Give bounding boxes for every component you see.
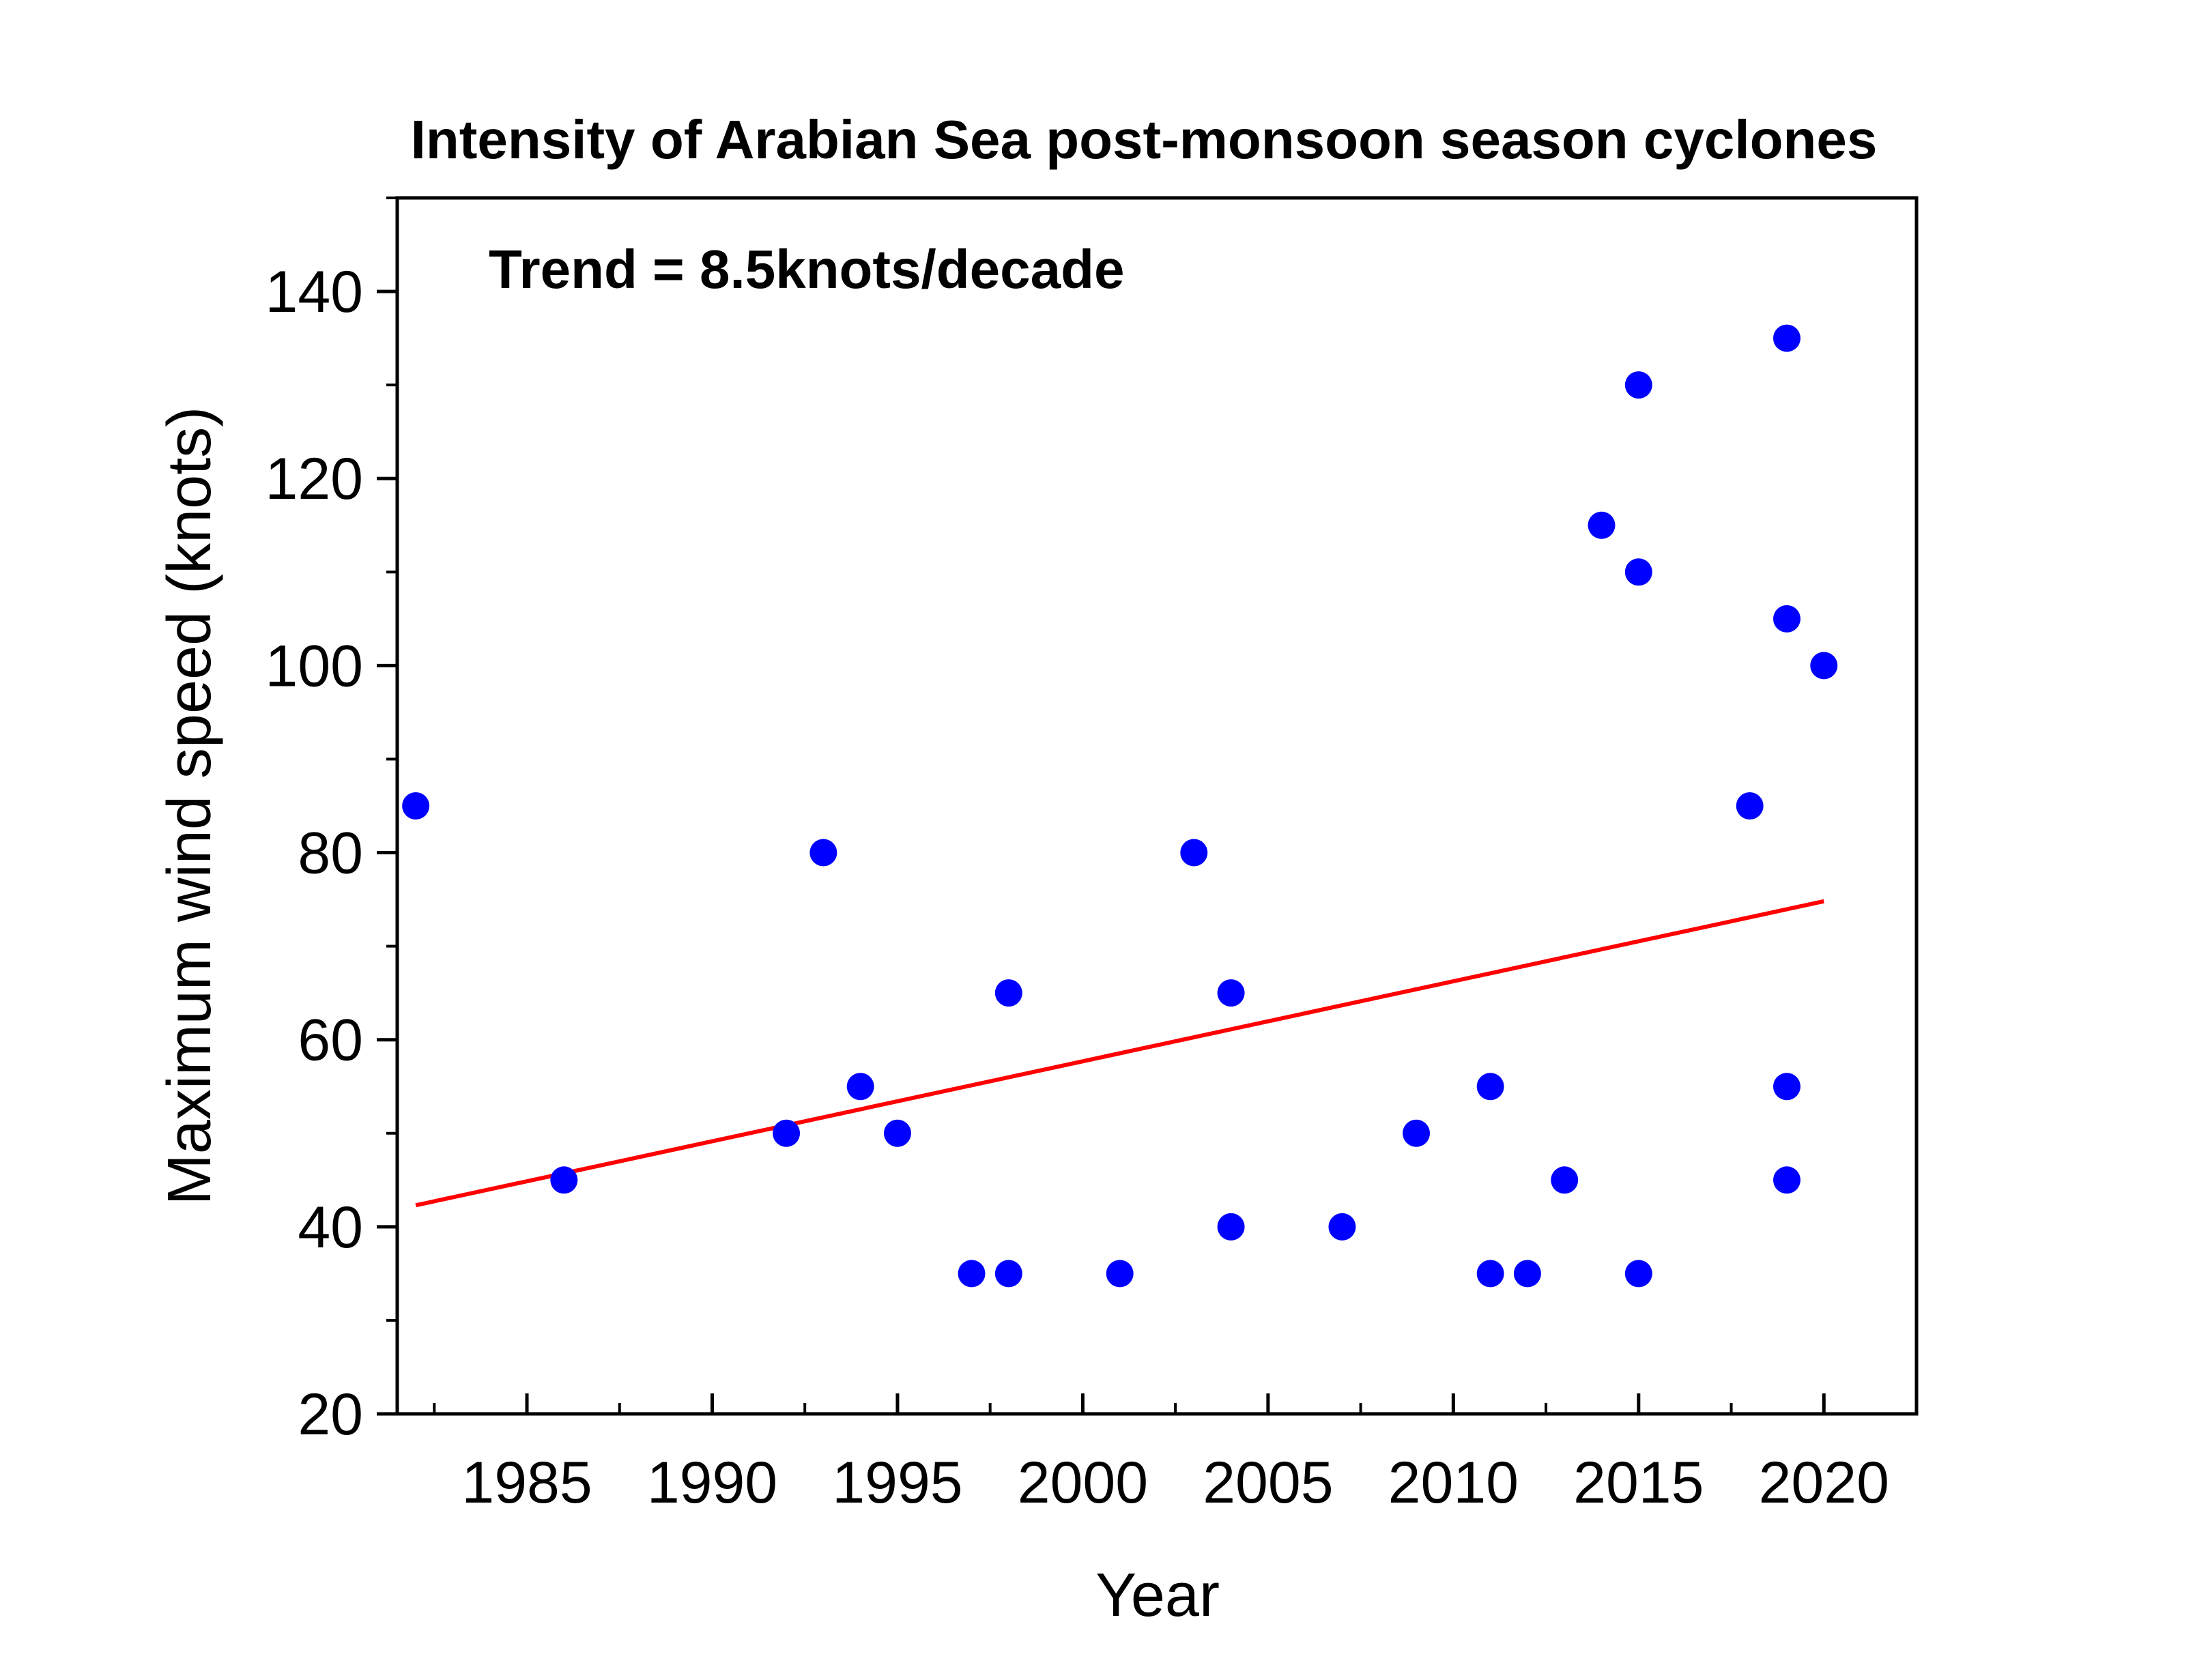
- x-tick-label: 1985: [461, 1450, 592, 1516]
- x-tick-label: 2010: [1388, 1450, 1519, 1516]
- chart-marks: 1985 1990 1995 2000 2005 2010 2015 202020406080…: [266, 197, 1889, 1516]
- data-point: [1403, 1119, 1431, 1147]
- data-point: [958, 1260, 986, 1288]
- data-point: [1217, 979, 1245, 1007]
- y-axis-label: Maximum wind speed (knots): [156, 407, 224, 1205]
- x-tick-label: 1995: [832, 1450, 962, 1516]
- data-point: [1476, 1073, 1504, 1101]
- y-tick-label: 120: [266, 446, 364, 512]
- data-point: [1736, 792, 1764, 820]
- x-tick-label: 1990: [647, 1450, 777, 1516]
- data-point: [773, 1119, 801, 1147]
- data-point: [1588, 511, 1616, 539]
- trend-line: [415, 899, 1824, 1208]
- data-point: [1217, 1213, 1245, 1241]
- data-point: [1773, 1166, 1801, 1194]
- y-tick-label: 140: [266, 259, 364, 325]
- data-point: [1328, 1213, 1356, 1241]
- data-point: [809, 839, 837, 867]
- data-point: [1810, 652, 1838, 680]
- data-point: [1180, 839, 1208, 867]
- x-tick-label: 2000: [1018, 1450, 1148, 1516]
- y-tick-label: 20: [298, 1382, 363, 1447]
- data-point: [1551, 1166, 1579, 1194]
- trend-annotation: Trend = 8.5knots/decade: [489, 239, 1124, 300]
- x-tick-label: 2020: [1759, 1450, 1889, 1516]
- data-point: [550, 1166, 578, 1194]
- data-point: [1773, 1073, 1801, 1101]
- data-point: [846, 1073, 874, 1101]
- data-point: [1773, 605, 1801, 633]
- data-point: [1624, 371, 1652, 399]
- x-axis-label: Year: [1095, 1561, 1220, 1630]
- x-tick-label: 2005: [1203, 1450, 1333, 1516]
- chart-title: Intensity of Arabian Sea post-monsoon se…: [411, 109, 1878, 170]
- x-tick-label: 2015: [1573, 1450, 1704, 1516]
- y-tick-label: 80: [298, 821, 363, 886]
- data-point: [1106, 1260, 1134, 1288]
- data-point: [994, 979, 1022, 1007]
- data-point: [994, 1260, 1022, 1288]
- y-tick-label: 40: [298, 1195, 363, 1260]
- data-point: [1513, 1260, 1541, 1288]
- y-tick-label: 60: [298, 1008, 363, 1073]
- data-point: [883, 1119, 911, 1147]
- data-point: [1773, 324, 1801, 352]
- data-point: [1624, 558, 1652, 586]
- data-point: [1476, 1260, 1504, 1288]
- data-point: [402, 792, 430, 820]
- data-point: [1624, 1260, 1652, 1288]
- y-tick-label: 100: [266, 633, 364, 699]
- plot-frame: [395, 196, 1919, 1416]
